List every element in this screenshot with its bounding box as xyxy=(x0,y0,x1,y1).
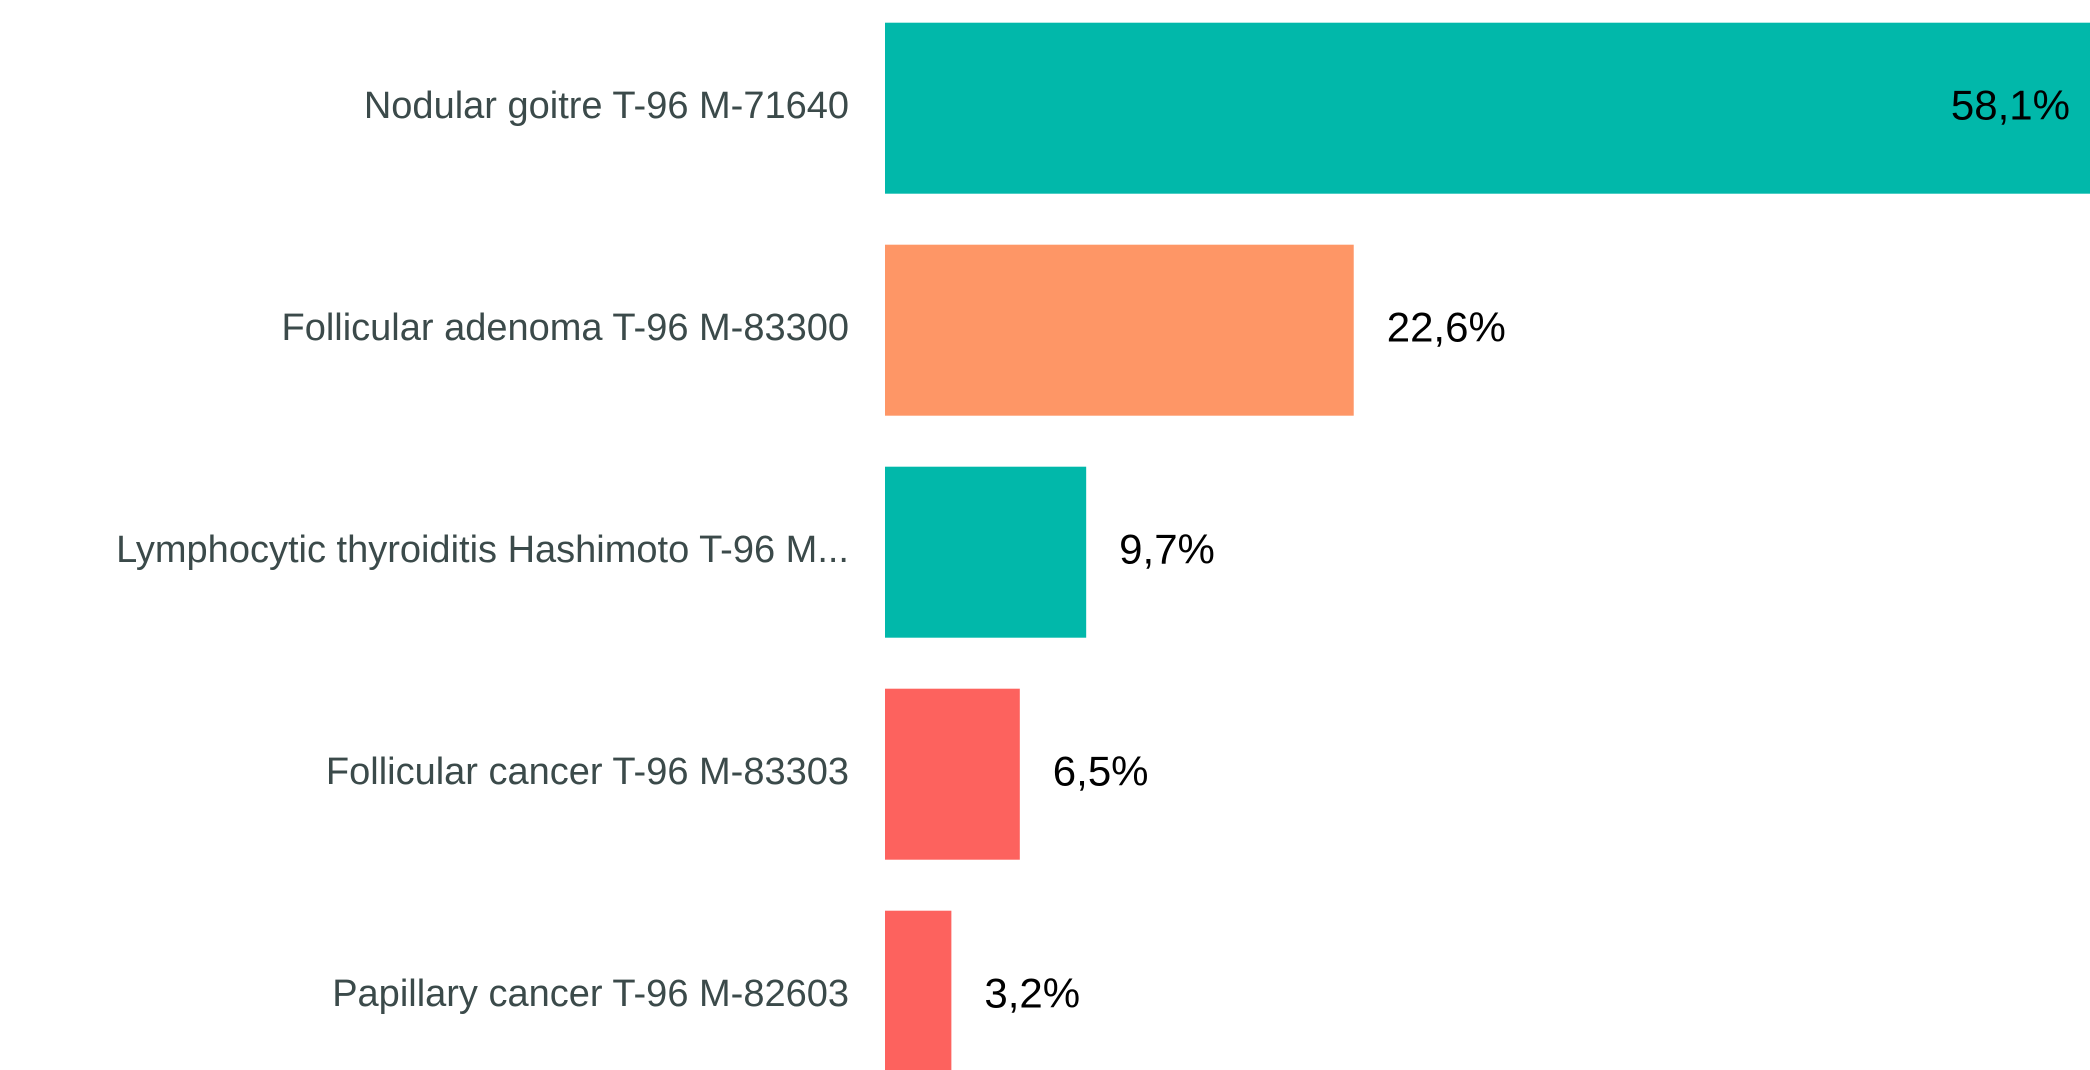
category-label: Lymphocytic thyroiditis Hashimoto T-96 M… xyxy=(116,529,849,571)
data-label: 22,6% xyxy=(1387,303,1506,350)
category-label: Follicular cancer T-96 M-83303 xyxy=(326,751,849,793)
data-label: 58,1% xyxy=(1951,81,2070,128)
bar xyxy=(885,22,2090,194)
category-label: Follicular adenoma T-96 M-83300 xyxy=(282,307,850,349)
category-label: Nodular goitre T-96 M-71640 xyxy=(364,85,849,127)
category-label: Papillary cancer T-96 M-82603 xyxy=(332,973,849,1015)
bar xyxy=(885,688,1020,860)
data-label: 6,5% xyxy=(1053,747,1149,794)
data-label: 3,2% xyxy=(984,969,1080,1016)
bar xyxy=(885,244,1354,416)
bar xyxy=(885,466,1087,638)
data-label: 9,7% xyxy=(1119,525,1215,572)
bar xyxy=(885,910,952,1070)
